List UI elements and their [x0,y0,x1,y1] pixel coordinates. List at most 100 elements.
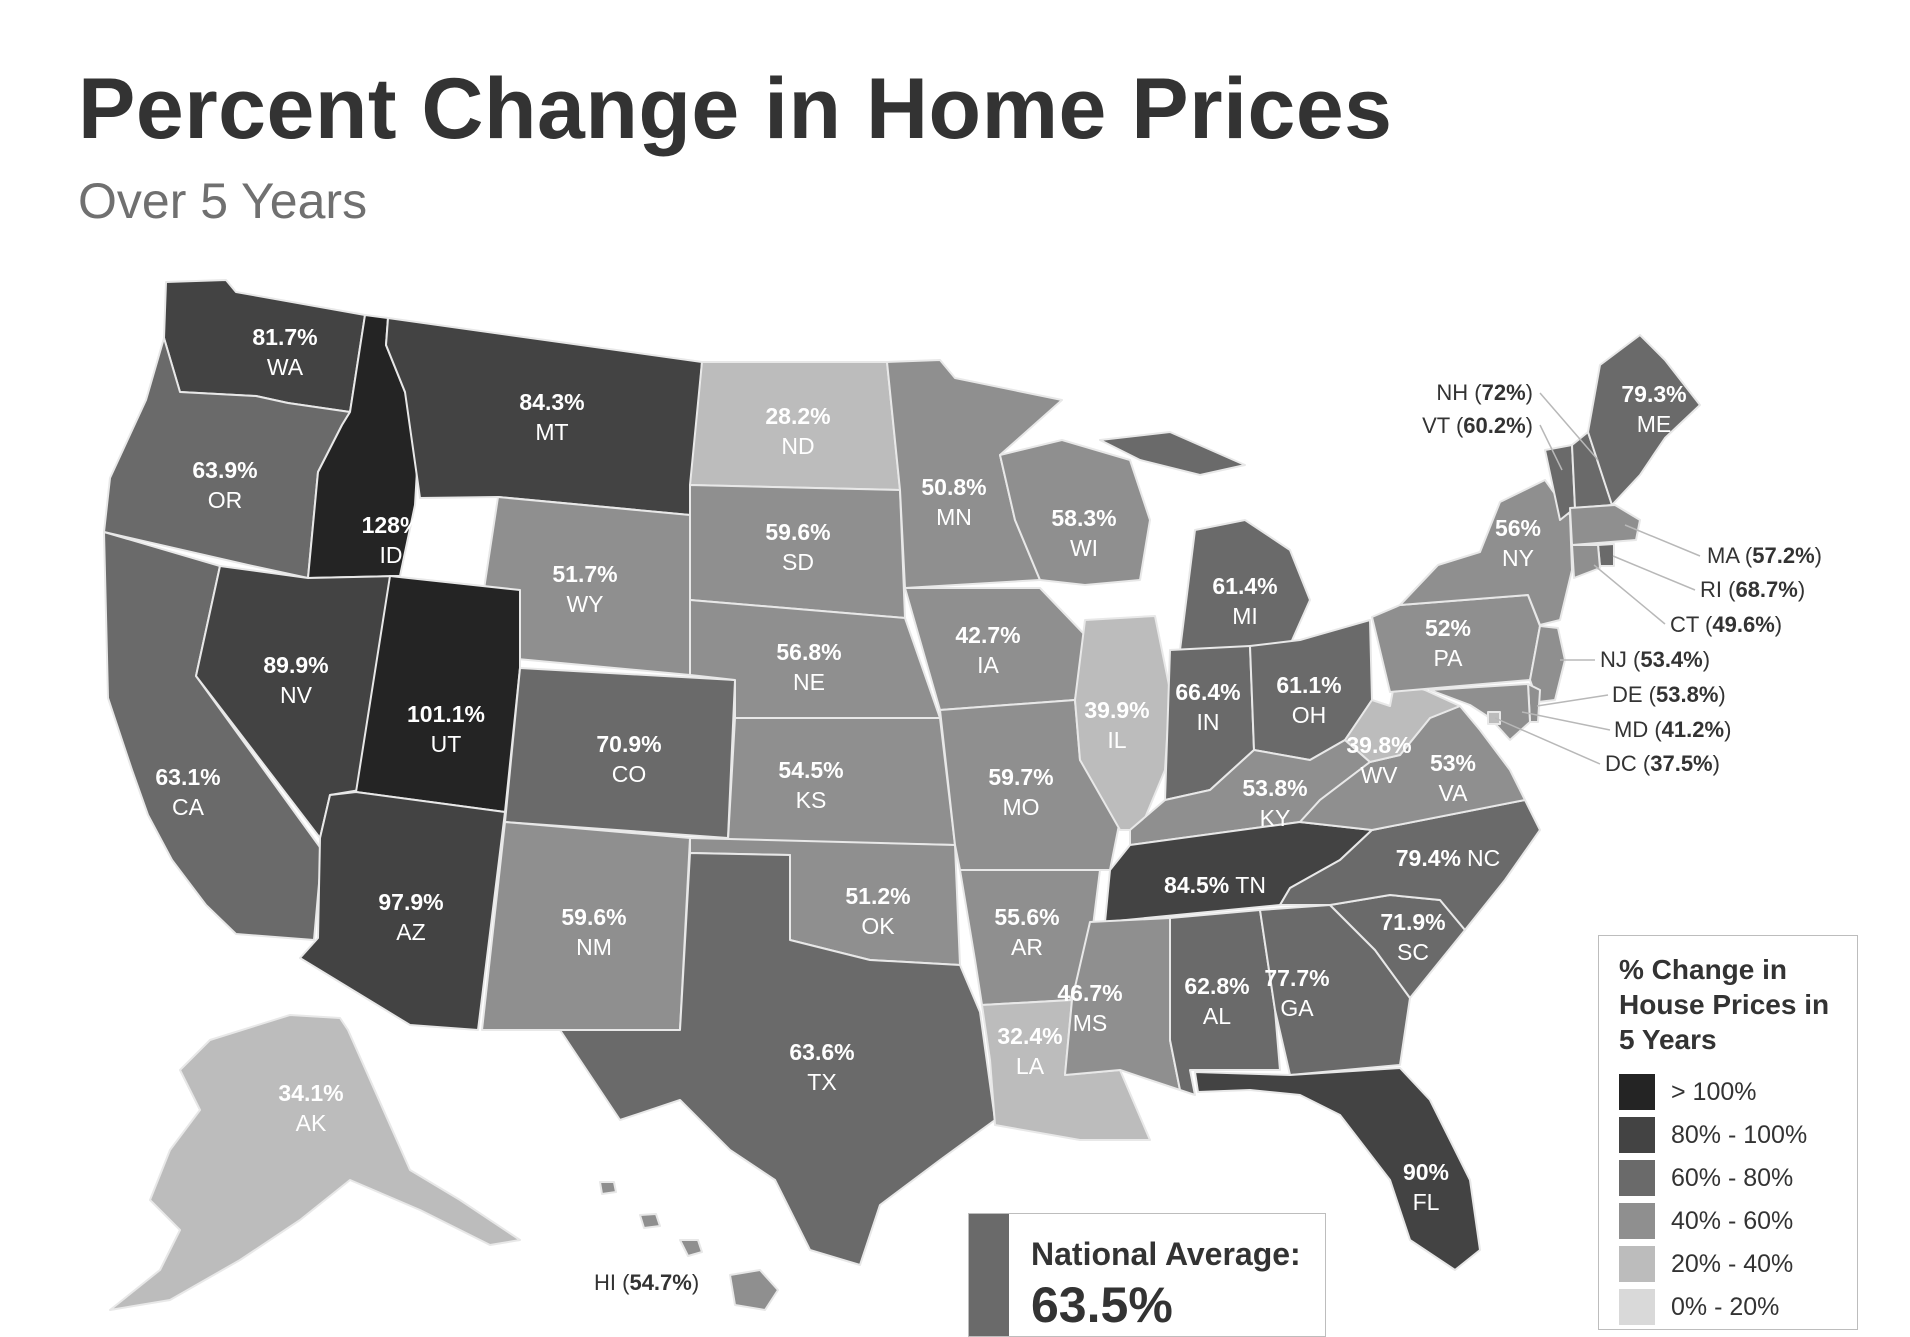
state-value-az: 97.9% [378,889,443,915]
legend-item: > 100% [1619,1073,1757,1111]
state-value-wv: 39.8% [1346,732,1411,758]
state-abbr-fl: FL [1413,1189,1440,1215]
state-label-ny: 56% NY [1495,515,1541,571]
label-de: DE (53.8%) [1612,682,1726,707]
state-label-mo: 59.7% MO [988,764,1053,820]
state-abbr-az: AZ [396,919,425,945]
state-abbr-va: VA [1439,780,1469,806]
state-abbr-il: IL [1107,727,1126,753]
leader-ma [1624,524,1701,557]
state-label-wa: 81.7% WA [252,324,317,380]
state-az [299,791,506,1031]
state-abbr-wa: WA [267,354,304,380]
label-hi: HI (54.7%) [594,1270,700,1295]
state-mt [385,317,703,516]
state-me [1587,334,1701,506]
state-abbr-ks: KS [796,787,827,813]
label-dc: DC (37.5%) [1605,751,1720,776]
state-label-ky: 53.8% KY [1242,775,1307,831]
state-value-mt: 84.3% [519,389,584,415]
state-value-wa: 81.7% [252,324,317,350]
state-value-pa: 52% [1425,615,1471,641]
legend-title: % Change in House Prices in 5 Years [1619,954,1830,1055]
label-ct: CT (49.6%) [1670,612,1783,637]
state-label-oh: 61.1% OH [1276,672,1341,728]
state-value-id: 128% [362,512,421,538]
state-value-fl: 90% [1403,1159,1449,1185]
state-ia [904,587,1086,711]
legend-swatch [1619,1074,1655,1110]
state-label-va: 53% VA [1430,750,1476,806]
state-abbr-tx: TX [807,1069,836,1095]
state-value-nv: 89.9% [263,652,328,678]
state-abbr-mn: MN [936,504,972,530]
state-abbr-oh: OH [1292,702,1327,728]
state-abbr-sc: SC [1397,939,1429,965]
state-label-nc: 79.4% NC [1396,845,1500,871]
legend-swatch [1619,1246,1655,1282]
national-average-value: 63.5% [1031,1277,1173,1333]
state-abbr-sd: SD [782,549,814,575]
state-label-nm: 59.6% NM [561,904,626,960]
leader-ri [1612,555,1696,591]
legend-item-label: 40% - 60% [1671,1206,1794,1235]
state-abbr-id: ID [380,542,403,568]
leader-de [1536,694,1609,707]
legend-item: 40% - 60% [1619,1202,1793,1240]
state-label-ut: 101.1% UT [407,701,485,757]
state-value-nm: 59.6% [561,904,626,930]
state-abbr-nc: NC [1467,845,1500,871]
state-label-tx: 63.6% TX [789,1039,854,1095]
legend-item: 0% - 20% [1619,1288,1779,1326]
state-label-sd: 59.6% SD [765,519,830,575]
state-label-co: 70.9% CO [596,731,661,787]
label-nj: NJ (53.4%) [1600,647,1711,672]
state-wv [1344,679,1461,763]
state-label-ga: 77.7% GA [1264,965,1329,1021]
state-label-ok: 51.2% OK [845,883,910,939]
state-abbr-wi: WI [1070,535,1098,561]
state-label-wv: 39.8% WV [1346,732,1411,788]
state-abbr-mt: MT [535,419,568,445]
legend-item-label: 80% - 100% [1671,1120,1808,1149]
leader-vt [1539,424,1563,471]
state-label-sc: 71.9% SC [1380,909,1445,965]
legend-swatch [1619,1160,1655,1196]
national-average-label: National Average: [1031,1236,1301,1272]
state-label-ne: 56.8% NE [776,639,841,695]
label-nh: NH (72%) [1436,380,1533,405]
state-value-ak: 34.1% [278,1080,343,1106]
state-value-ut: 101.1% [407,701,485,727]
map-subtitle: Over 5 Years [78,173,368,229]
state-abbr-ia: IA [977,652,999,678]
state-label-az: 97.9% AZ [378,889,443,945]
leader-dc [1494,717,1601,765]
state-label-pa: 52% PA [1425,615,1471,671]
state-abbr-mi: MI [1232,603,1258,629]
legend-item: 60% - 80% [1619,1159,1793,1197]
state-value-sd: 59.6% [765,519,830,545]
state-value-tx: 63.6% [789,1039,854,1065]
state-ma [1569,504,1641,546]
state-pa [1371,594,1541,693]
state-value-wy: 51.7% [552,561,617,587]
legend: % Change in House Prices in 5 Years > 10… [1598,935,1858,1330]
state-wi [999,439,1151,586]
legend-item-label: 20% - 40% [1671,1249,1794,1278]
state-value-mi: 61.4% [1212,573,1277,599]
national-average-box: National Average: 63.5% [968,1213,1326,1337]
state-label-in: 66.4% IN [1175,679,1240,735]
state-value-mn: 50.8% [921,474,986,500]
state-value-nd: 28.2% [765,403,830,429]
state-abbr-al: AL [1203,1003,1231,1029]
state-value-ia: 42.7% [955,622,1020,648]
state-label-ar: 55.6% AR [994,904,1059,960]
state-value-ky: 53.8% [1242,775,1307,801]
legend-swatch [1619,1117,1655,1153]
state-value-ks: 54.5% [778,757,843,783]
state-abbr-mo: MO [1002,794,1039,820]
legend-item-label: 60% - 80% [1671,1163,1794,1192]
state-label-ak: 34.1% AK [278,1080,343,1136]
state-abbr-me: ME [1637,411,1672,437]
